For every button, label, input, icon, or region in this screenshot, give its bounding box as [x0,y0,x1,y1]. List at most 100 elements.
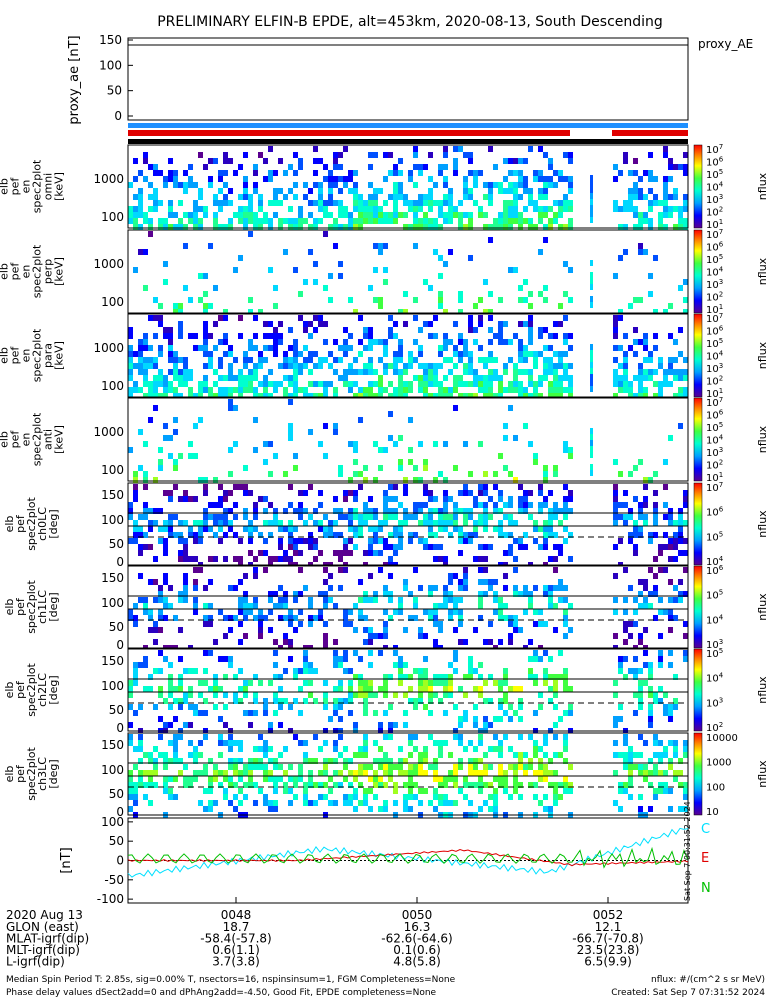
energy-panel-2-cell [648,375,653,381]
pitch-panel-3-cell [613,752,618,758]
energy-panel-2-cell [543,375,548,381]
energy-panel-2-cell [168,387,173,393]
pitch-panel-3-cell [563,788,568,794]
pitch-panel-1-cell [628,585,633,591]
energy-panel-2-cell [473,369,478,375]
pitch-panel-3-cell [308,776,313,782]
x-axis-date: 2020 Aug 13 [6,908,83,922]
pitch-panel-1-cell [163,615,168,621]
pitch-panel-0-cell [133,532,138,538]
energy-panel-0-cell [428,200,433,206]
pitch-panel-1-cell [483,639,488,645]
pitch-panel-1-cell [258,621,263,627]
pitch-panel-1-cell [503,615,508,621]
pitch-panel-1-cell [453,573,458,579]
pitch-panel-3-cell [538,776,543,782]
energy-panel-0-cell [153,164,158,170]
energy-panel-3-cell [590,464,593,470]
energy-panel-0-cbar-tick: 102 [706,206,723,219]
pitch-panel-1-cell [478,579,483,585]
pitch-panel-3-cell [253,764,258,770]
energy-panel-2-cell [553,387,558,393]
energy-panel-0-cell [128,206,133,212]
energy-panel-3-cell [378,447,383,453]
pitch-panel-3-cell [228,800,233,806]
energy-panel-0-cbar-tick: 106 [706,156,724,169]
pitch-panel-1-cell [363,591,368,597]
energy-panel-0-cell [423,194,428,200]
pitch-panel-3-cell [298,740,303,746]
pitch-panel-0-cell [463,508,468,514]
energy-panel-2-cell [173,387,178,393]
pitch-panel-0-cell [378,526,383,532]
pitch-panel-1-cell [363,627,368,633]
energy-panel-2-cell [323,381,328,387]
energy-panel-1-cell [538,249,543,255]
energy-panel-2-cell [343,339,348,345]
energy-panel-0-cell [643,170,648,176]
energy-panel-0-cell [623,224,628,230]
pitch-panel-1-cell [158,591,163,597]
pitch-panel-3-cell [358,770,363,776]
proxy-ae-ytick: 100 [99,58,122,72]
pitch-panel-0-cell [283,508,288,514]
energy-panel-2-cell [258,363,263,369]
pitch-panel-2-cell [413,704,418,710]
energy-panel-0-cell [173,224,178,230]
energy-panel-0-cell [513,188,518,194]
pitch-panel-2-cell [418,680,423,686]
pitch-panel-2-cell [663,710,668,716]
energy-panel-2-cell [428,363,433,369]
pitch-panel-0-cell [283,550,288,556]
pitch-panel-2-cell [148,686,153,692]
energy-panel-2-cell [178,327,183,333]
pitch-panel-3-cell [303,782,308,788]
pitch-panel-3-ylabel-line: [deg] [47,759,60,788]
energy-panel-0-cell [268,224,273,230]
pitch-panel-2-cell [543,680,548,686]
energy-panel-2-cell [543,357,548,363]
pitch-panel-0-cell [518,538,523,544]
energy-panel-2-cell [378,339,383,345]
pitch-panel-3-cell [478,734,483,740]
pitch-panel-1-cell [378,633,383,639]
energy-panel-2-cell [188,369,193,375]
energy-panel-0-cell [353,224,358,230]
pitch-panel-0-cell [643,502,648,508]
pitch-panel-2-cell [223,704,228,710]
energy-panel-0-cell [463,188,468,194]
energy-panel-1-cell [208,303,213,309]
energy-panel-0-cell [568,182,573,188]
energy-panel-2-cell [463,345,468,351]
pitch-panel-2-cell [398,656,403,662]
energy-panel-0-cell [153,194,158,200]
energy-panel-2-cell [513,369,518,375]
energy-panel-2-cell [168,381,173,387]
energy-panel-2-cell [128,351,133,357]
pitch-panel-1-ytick: 150 [101,571,124,585]
footer-line2: Phase delay values dSect2add=0 and dPhAn… [6,988,437,998]
energy-panel-2-cell [183,363,188,369]
pitch-panel-3-cell [523,770,528,776]
energy-panel-0-cell [368,182,373,188]
energy-panel-2-cell [568,345,573,351]
pitch-panel-2-cell [388,704,393,710]
energy-panel-2-cell [268,345,273,351]
energy-panel-2-cell [128,387,133,393]
pitch-panel-3-cell [323,758,328,764]
pitch-panel-0-cell [143,544,148,550]
pitch-panel-0-cell [393,526,398,532]
pitch-panel-2-cell [303,698,308,704]
pitch-panel-3-cell [343,776,348,782]
energy-panel-2-cell [653,393,658,399]
pitch-panel-1-cell [508,615,513,621]
energy-panel-0-cell [393,164,398,170]
pitch-panel-2-cell [333,650,338,656]
energy-panel-2-cell [653,381,658,387]
pitch-panel-0-cell [278,538,283,544]
pitch-panel-2-cell [503,698,508,704]
pitch-panel-1-cell [343,609,348,615]
pitch-panel-1-cell [403,585,408,591]
pitch-panel-2-cell [273,710,278,716]
energy-panel-2-cell [568,333,573,339]
